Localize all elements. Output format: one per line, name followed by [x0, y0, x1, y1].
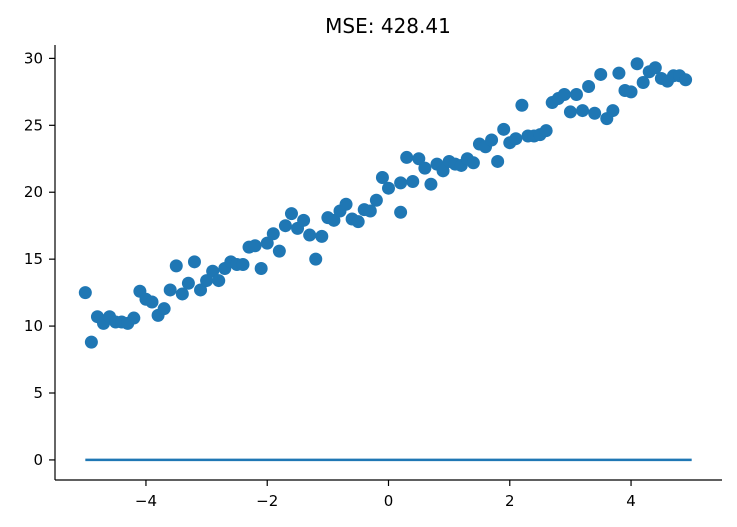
data-point: [648, 61, 662, 75]
data-point: [557, 88, 571, 102]
data-point: [418, 161, 432, 175]
data-point: [606, 104, 620, 118]
data-point: [436, 164, 450, 178]
data-point: [254, 262, 268, 276]
data-point: [497, 122, 511, 136]
data-point: [612, 66, 626, 80]
data-point: [266, 227, 280, 241]
data-point: [187, 255, 201, 269]
data-point: [194, 283, 208, 297]
data-point: [394, 205, 408, 219]
data-point: [509, 132, 523, 146]
y-tick-label: 5: [33, 384, 43, 402]
data-point: [406, 175, 420, 189]
data-point: [588, 106, 602, 120]
data-point: [576, 104, 590, 118]
data-point: [582, 79, 596, 93]
data-point: [272, 244, 286, 258]
axes: −4 −2 0 2 4 0 5 10 15 20 25 30: [24, 45, 722, 510]
x-tick-label: 2: [505, 492, 515, 510]
data-point: [278, 219, 292, 233]
y-tick-label: 0: [33, 451, 43, 469]
data-point: [630, 57, 644, 71]
data-point: [466, 156, 480, 170]
data-point: [563, 105, 577, 119]
data-point: [485, 133, 499, 147]
data-point: [284, 207, 298, 221]
data-point: [394, 176, 408, 190]
data-point: [84, 335, 98, 349]
data-point: [515, 98, 529, 112]
data-point: [636, 75, 650, 89]
data-point: [382, 181, 395, 195]
data-point: [127, 311, 141, 325]
data-point: [212, 274, 226, 288]
y-tick-label: 25: [24, 116, 43, 134]
data-point: [260, 236, 274, 250]
data-point: [327, 213, 341, 227]
data-point: [163, 283, 177, 297]
x-tick-label: 4: [626, 492, 636, 510]
x-tick-label: −2: [256, 492, 278, 510]
y-tick-label: 10: [24, 317, 43, 335]
data-point: [369, 193, 383, 207]
data-point: [248, 239, 262, 253]
data-point: [624, 85, 638, 99]
data-point: [309, 252, 323, 266]
data-point: [412, 152, 426, 166]
data-point: [351, 215, 365, 229]
data-point: [315, 229, 329, 243]
data-point: [169, 259, 183, 273]
data-point: [145, 295, 159, 309]
data-point: [181, 276, 195, 290]
y-tick-label: 15: [24, 250, 43, 268]
data-point: [569, 88, 583, 102]
data-point: [78, 286, 92, 300]
data-point: [236, 258, 250, 272]
y-tick-label: 20: [24, 183, 43, 201]
data-point: [424, 177, 438, 191]
data-point: [363, 204, 377, 218]
y-tick-label: 30: [24, 49, 43, 67]
data-point: [175, 287, 189, 301]
data-point: [400, 150, 414, 164]
data-point: [200, 274, 214, 288]
data-point: [375, 171, 389, 185]
data-point: [339, 197, 353, 211]
data-point: [206, 264, 220, 278]
chart-title: MSE: 428.41: [325, 14, 451, 38]
data-point: [539, 124, 553, 138]
data-points: [78, 57, 693, 349]
data-point: [157, 302, 171, 316]
x-tick-label: −4: [135, 492, 157, 510]
data-point: [491, 154, 505, 168]
x-tick-label: 0: [384, 492, 394, 510]
data-point: [679, 73, 693, 87]
data-point: [297, 213, 311, 227]
data-point: [594, 67, 608, 81]
data-point: [303, 228, 317, 242]
